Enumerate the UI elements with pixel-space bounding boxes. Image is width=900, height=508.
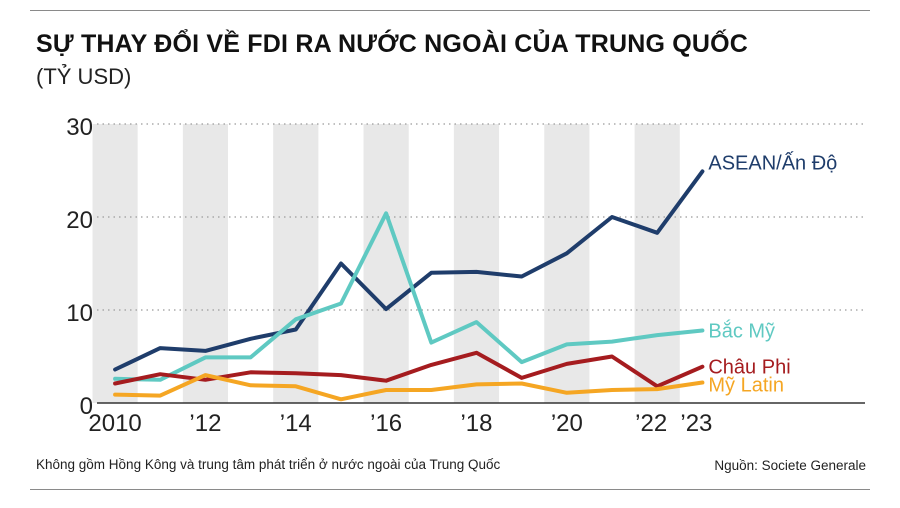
y-tick-label: 20 — [66, 207, 93, 234]
x-tick-label: ’14 — [280, 410, 312, 437]
x-tick-label: ’16 — [370, 410, 402, 437]
source-note: Nguồn: Societe Generale — [714, 458, 866, 473]
x-tick-label: ’23 — [680, 410, 712, 437]
footnote: Không gồm Hồng Kông và trung tâm phát tr… — [36, 457, 501, 472]
x-tick-label: ’18 — [460, 410, 492, 437]
top-rule — [30, 10, 870, 11]
series-label: Châu Phi — [708, 357, 790, 379]
y-tick-label: 0 — [80, 393, 93, 420]
shaded-column — [182, 124, 229, 403]
x-tick-label: ’12 — [189, 410, 221, 437]
x-tick-label: ’22 — [635, 410, 667, 437]
shaded-column — [634, 124, 680, 403]
series-line-4 — [113, 373, 705, 402]
series-label: ASEAN/Ấn Độ — [708, 151, 837, 174]
series-label: Bắc Mỹ — [708, 319, 775, 342]
shaded-column — [273, 124, 319, 403]
bottom-rule — [30, 489, 870, 490]
series-label: Mỹ Latin — [708, 375, 784, 397]
shaded-column — [363, 124, 409, 403]
chart-subtitle: (TỶ USD) — [36, 64, 132, 89]
shaded-column — [92, 124, 138, 403]
x-tick-label: 2010 — [88, 410, 141, 437]
y-tick-label: 10 — [66, 300, 93, 327]
chart-title: SỰ THAY ĐỔI VỀ FDI RA NƯỚC NGOÀI CỦA TRU… — [36, 30, 749, 58]
series-line-1 — [113, 169, 705, 372]
series-line-2 — [113, 211, 705, 382]
y-tick-label: 30 — [66, 114, 93, 141]
x-tick-label: ’20 — [551, 410, 583, 437]
shaded-column — [544, 124, 590, 403]
